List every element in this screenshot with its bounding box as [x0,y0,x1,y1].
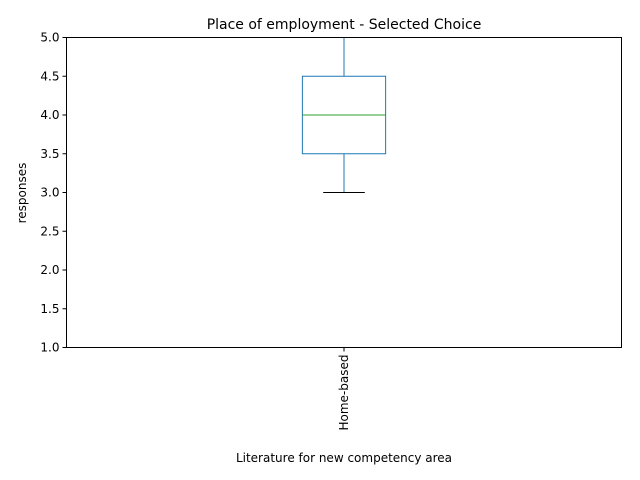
y-tick-label: 2.5 [40,224,59,238]
y-tick-label: 1.5 [40,302,59,316]
x-axis-label: Literature for new competency area [236,451,452,465]
plot-frame [66,37,622,348]
y-tick-label: 4.0 [40,108,59,122]
y-axis-ticks: 1.0 1.5 2.0 2.5 3.0 3.5 4.0 4.5 5.0 [40,31,67,355]
y-tick-label: 5.0 [40,31,59,45]
plot-marks [301,37,387,193]
y-axis-label: responses [15,163,29,224]
x-axis-ticks: Home-based [337,347,351,431]
y-tick-label: 4.5 [40,69,59,83]
y-tick-label: 3.5 [40,147,59,161]
x-tick-label: Home-based [337,355,351,431]
y-tick-label: 3.0 [40,186,59,200]
y-tick-label: 1.0 [40,341,59,355]
y-tick-label: 2.0 [40,263,59,277]
chart-title: Place of employment - Selected Choice [207,17,482,33]
